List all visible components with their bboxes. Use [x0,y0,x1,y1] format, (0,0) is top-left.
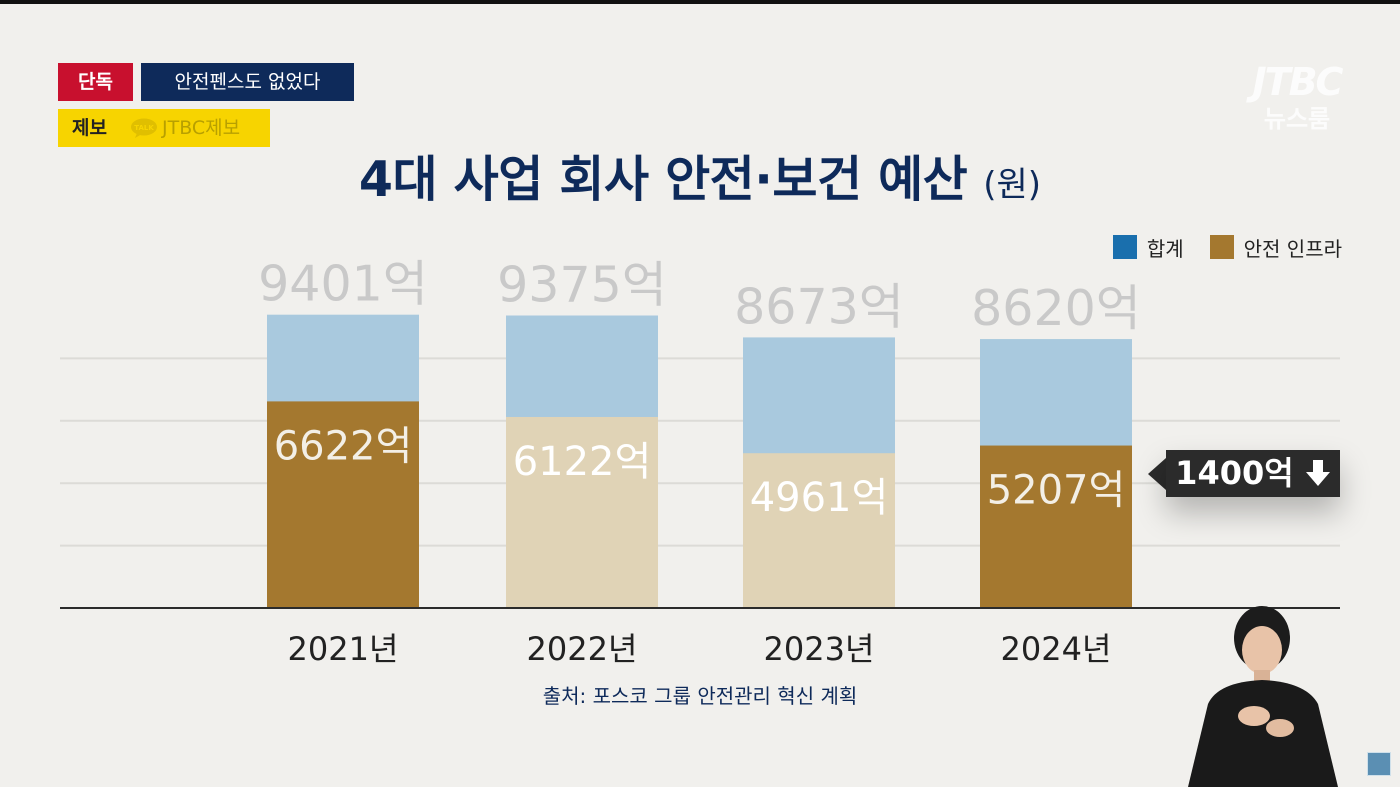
logo-line1: JTBC [1252,60,1344,104]
data-label-infra-2022년: 6122억 [513,439,652,485]
source-note-row: 출처: 포스코 그룹 안전관리 혁신 계획 [0,680,1400,709]
data-label-total-2023년: 8673억 [734,278,904,335]
data-label-infra-2023년: 4961억 [750,475,889,521]
chart-title: 4대 사업 회사 안전·보건 예산 [358,151,968,208]
source-note: 출처: 포스코 그룹 안전관리 혁신 계획 [542,684,858,708]
sign-language-interpreter [1188,606,1338,787]
x-tick-label-2023년: 2023년 [764,630,875,668]
tip-tag: 제보 TALK JTBC제보 [58,109,270,147]
legend-label-total: 합계 [1146,236,1184,261]
legend-swatch-total [1112,235,1137,259]
headline-tag: 안전펜스도 없었다 [141,63,354,101]
x-tick-label-2024년: 2024년 [1001,630,1112,668]
broadcaster-logo: JTBC 뉴스룸 [1252,60,1344,146]
callout-pointer [1148,458,1166,490]
legend-item-total: 합계 [1112,233,1184,262]
bar-infra-2023년 [743,453,895,608]
tip-channel: JTBC제보 [162,117,241,139]
callout-box: 1400억 [1166,450,1340,497]
legend-swatch-infra [1209,235,1234,259]
down-arrow-icon [1305,460,1330,486]
bar-infra-2024년 [980,445,1132,608]
chart-unit: (원) [983,165,1042,205]
data-label-total-2021년: 9401억 [258,256,428,313]
data-label-total-2022년: 9375억 [497,257,667,314]
drop-callout: 1400억 [1148,450,1340,497]
top-border [0,0,1400,4]
tip-label: 제보 [72,117,107,139]
data-label-infra-2021년: 6622억 [274,423,413,469]
chart-title-row: 4대 사업 회사 안전·보건 예산 (원) [0,140,1400,211]
data-label-total-2024년: 8620억 [971,280,1141,337]
corner-watermark-icon [1367,752,1391,776]
talk-bubble-icon: TALK [131,118,157,138]
data-label-infra-2024년: 5207억 [987,468,1126,514]
svg-text:TALK: TALK [134,124,154,132]
bar-infra-2022년 [506,416,658,608]
legend-item-infra: 안전 인프라 [1209,233,1342,262]
x-tick-label-2022년: 2022년 [527,630,638,668]
callout-text: 1400억 [1175,454,1294,492]
exclusive-tag: 단독 [58,63,133,101]
x-tick-label-2021년: 2021년 [288,630,399,668]
legend-label-infra: 안전 인프라 [1243,236,1342,261]
bar-infra-2021년 [267,401,419,608]
logo-line2: 뉴스룸 [1263,105,1331,133]
chart-legend: 합계 안전 인프라 [1087,233,1342,261]
